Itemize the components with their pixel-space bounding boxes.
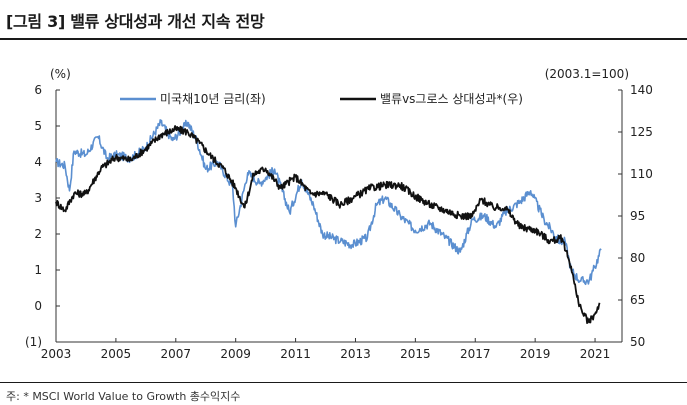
left-tick-label: (1) [25,335,42,349]
title-divider [0,38,687,40]
right-tick-label: 50 [630,335,645,349]
left-tick-label: 1 [34,263,42,277]
chart-title: [그림 3] 밸류 상대성과 개선 지속 전망 [6,12,265,31]
line-chart: (%) (2003.1=100) 미국채10년 금리(좌) 밸류vs그로스 상대… [25,67,653,361]
right-tick-label: 95 [630,209,645,223]
legend-label-rate: 미국채10년 금리(좌) [160,92,266,106]
x-tick-label: 2015 [400,347,431,361]
x-tick-label: 2009 [220,347,251,361]
left-tick-label: 4 [34,155,42,169]
series-line-treasury-10y [55,119,602,286]
x-tick-label: 2005 [101,347,132,361]
legend: 미국채10년 금리(좌) 밸류vs그로스 상대성과*(우) [120,92,523,106]
right-axis-unit: (2003.1=100) [545,67,629,81]
footer-divider [0,382,687,383]
left-axis-unit: (%) [50,67,71,81]
right-tick-label: 140 [630,83,653,97]
legend-label-value-growth: 밸류vs그로스 상대성과*(우) [380,92,523,106]
tick-layer: (1) 0 1 2 3 4 5 6 50 65 80 95 110 125 140 2003 2005 2007 2… [25,83,653,361]
left-tick-label: 0 [34,299,42,313]
x-tick-label: 2007 [161,347,192,361]
right-tick-label: 110 [630,167,653,181]
right-tick-label: 65 [630,293,645,307]
right-tick-label: 125 [630,125,653,139]
left-tick-label: 6 [34,83,42,97]
series-layer [55,119,602,325]
right-tick-label: 80 [630,251,645,265]
series-line-value-vs-growth [55,125,601,325]
left-tick-label: 2 [34,227,42,241]
x-tick-label: 2021 [580,347,611,361]
x-tick-label: 2017 [460,347,491,361]
left-tick-label: 3 [34,191,42,205]
x-tick-label: 2019 [520,347,551,361]
x-tick-label: 2003 [41,347,72,361]
footnote: 주: * MSCI World Value to Growth 총수익지수 [6,390,241,403]
x-tick-label: 2013 [340,347,371,361]
left-tick-label: 5 [34,119,42,133]
x-tick-label: 2011 [280,347,311,361]
